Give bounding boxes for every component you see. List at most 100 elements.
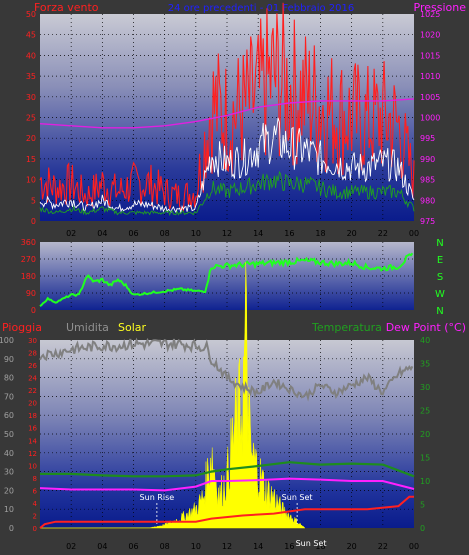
y-rain-tick-label: 8 [33,475,37,483]
y-left-tick-label: 25 [26,114,36,123]
label-rain: Pioggia [2,321,42,334]
series-wind-line [39,2,415,212]
sunset-label: Sun Set [296,539,327,548]
y-right-tick-label: 995 [420,134,435,143]
y-left-tick-label: 15 [26,155,36,164]
y-temp-tick-label: 15 [420,454,430,463]
y-right-tick-label: N [436,238,443,249]
y-left-tick-label: 20 [26,134,36,143]
x-tick-label: 20 [347,229,357,238]
y-rain-tick-label: 0 [33,525,37,533]
series-humidity-line [39,337,414,402]
x-tick-label: 16 [284,542,294,551]
y-rain-tick-label: 20 [28,400,37,408]
y-temp-tick-label: 20 [420,430,430,439]
y-left-tick-label: 35 [26,72,36,81]
y-humidity-tick-label: 30 [4,468,14,477]
axis-ticks-1: 0510152025303540455097598098599099510001… [26,10,441,238]
x-tick-label: 10 [191,229,201,238]
y-right-tick-label: 990 [420,155,435,164]
label-temperature: Temperatura [311,321,382,334]
y-left-tick-label: 45 [26,31,36,40]
y-right-tick-label: 980 [420,196,435,205]
x-tick-label: 08 [160,542,170,551]
y-left-tick-label: 30 [26,93,36,102]
x-tick-label: 10 [191,542,201,551]
x-tick-label: 04 [97,229,107,238]
y-humidity-tick-label: 20 [4,486,14,495]
y-right-tick-label: N [436,306,443,317]
y-left-tick-label: 360 [21,238,36,247]
header-right-title: Pressione [414,1,467,14]
y-right-tick-label: W [435,289,445,300]
x-tick-label: 14 [253,542,263,551]
x-tick-label: 14 [253,229,263,238]
y-rain-tick-label: 14 [28,437,37,445]
x-tick-label: 00 [409,229,419,238]
series-group-3 [39,261,415,529]
x-tick-label: 04 [97,542,107,551]
label-dewpoint: Dew Point (°C) [386,321,466,334]
y-temp-tick-label: 40 [420,336,430,345]
y-right-tick-label: S [437,272,443,283]
y-humidity-tick-label: 70 [4,392,14,401]
series-group-2 [39,252,414,307]
y-left-tick-label: 50 [26,10,36,19]
y-humidity-tick-label: 60 [4,411,14,420]
label-solar: Solar [118,321,147,334]
y-right-tick-label: 985 [420,176,435,185]
y-left-tick-label: 270 [21,255,36,264]
annotations-3: Sun Rise Sun Set Sun Set [140,493,327,548]
grid-2 [40,242,414,310]
y-right-tick-label: 975 [420,217,435,226]
y-left-tick-label: 90 [26,289,36,298]
y-rain-tick-label: 26 [28,362,37,370]
header-center-title: 24 ore precedenti - 01 Febbraio 2016 [168,3,355,14]
axis-ticks-3: 0102030405060708090100024681012141618202… [0,336,430,551]
x-tick-label: 02 [66,542,76,551]
series-rain-line [39,495,414,529]
y-humidity-tick-label: 10 [4,505,14,514]
y-temp-tick-label: 35 [420,360,430,369]
x-tick-label: 06 [128,229,138,238]
x-tick-label: 18 [315,542,325,551]
y-right-tick-label: E [437,255,443,266]
series-temperature-line [40,461,415,478]
sunrise-label: Sun Rise [140,493,175,502]
y-humidity-tick-label: 50 [4,430,14,439]
y-temp-tick-label: 10 [420,477,430,486]
y-rain-tick-label: 12 [28,450,37,458]
x-tick-label: 00 [409,542,419,551]
y-right-tick-label: 1020 [420,31,440,40]
y-left-tick-label: 0 [31,306,36,315]
y-temp-tick-label: 25 [420,407,430,416]
y-right-tick-label: 1005 [420,93,440,102]
y-right-tick-label: 1015 [420,51,440,60]
x-tick-label: 12 [222,542,232,551]
x-tick-label: 22 [378,542,388,551]
y-humidity-tick-label: 90 [4,355,14,364]
y-rain-tick-label: 2 [33,512,37,520]
header-left-title: Forza vento [34,1,99,14]
y-temp-tick-label: 30 [420,383,430,392]
series-wind-min-line [39,170,415,217]
x-tick-label: 12 [222,229,232,238]
x-tick-label: 18 [315,229,325,238]
y-right-tick-label: 1000 [420,114,440,123]
series-group-1 [39,2,415,217]
y-humidity-tick-label: 40 [4,449,14,458]
y-rain-tick-label: 16 [28,425,37,433]
y-right-tick-label: 1025 [420,10,440,19]
y-rain-tick-label: 24 [28,375,37,383]
x-tick-label: 16 [284,229,294,238]
y-rain-tick-label: 22 [28,387,37,395]
y-rain-tick-label: 18 [28,412,37,420]
x-tick-label: 08 [160,229,170,238]
y-humidity-tick-label: 100 [0,336,14,345]
x-tick-label: 06 [128,542,138,551]
series-pressure-line [39,98,415,129]
y-rain-tick-label: 6 [33,487,38,495]
